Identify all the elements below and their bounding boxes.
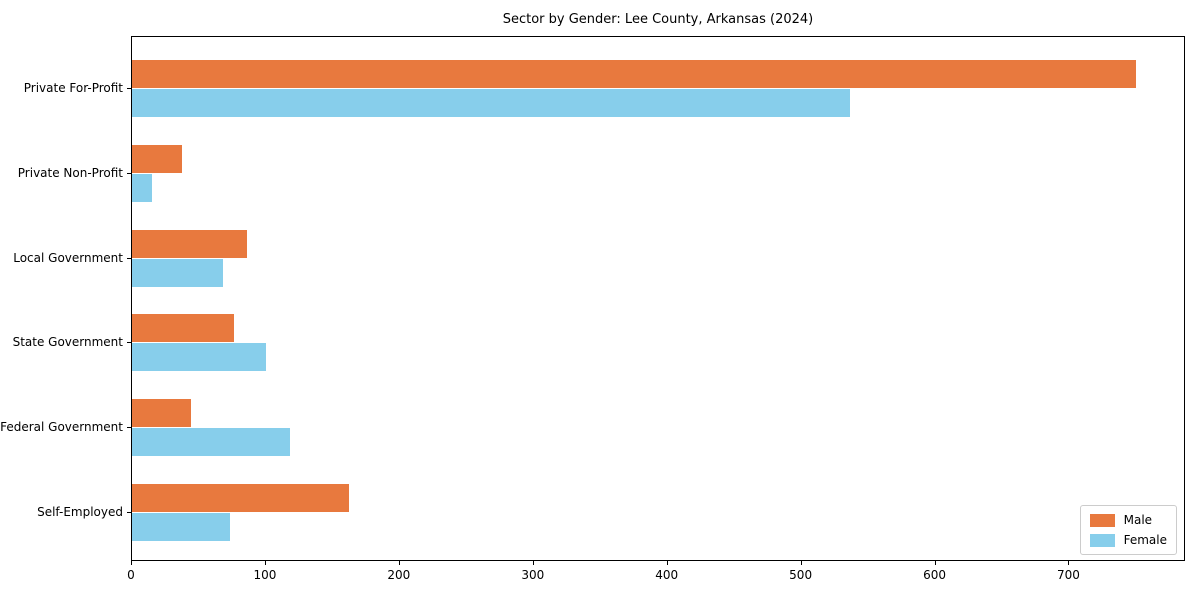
legend-item-male: Male	[1089, 513, 1167, 527]
y-axis-category-label: Local Government	[13, 250, 123, 265]
x-tick-label: 500	[789, 568, 813, 582]
bar-male-5	[132, 483, 349, 512]
x-tick-label: 300	[521, 568, 545, 582]
x-tick-label: 700	[1057, 568, 1080, 582]
legend-label: Female	[1123, 533, 1167, 547]
x-tick-label: 100	[253, 568, 277, 582]
y-axis-category-label: Private For-Profit	[23, 81, 123, 95]
legend-item-female: Female	[1089, 533, 1167, 547]
bar-female-0	[132, 89, 850, 117]
x-tick-mark	[131, 561, 132, 565]
bar-male-1	[132, 144, 182, 173]
x-tick-label: 400	[655, 568, 679, 582]
x-tick-mark	[398, 561, 400, 565]
y-tick-mark	[127, 427, 131, 428]
x-tick-mark	[532, 561, 534, 565]
x-tick-label: 0	[127, 568, 135, 582]
legend-swatch-female	[1089, 533, 1115, 547]
bar-female-4	[132, 428, 291, 456]
legend-label: Male	[1123, 513, 1153, 527]
bar-male-4	[132, 399, 191, 427]
bar-male-2	[132, 229, 248, 258]
x-tick-mark	[1068, 561, 1070, 565]
plot-area: Male Female	[131, 36, 1185, 561]
bar-female-3	[132, 343, 266, 372]
x-tick-mark	[800, 561, 802, 565]
chart-title: Sector by Gender: Lee County, Arkansas (…	[502, 12, 814, 27]
y-axis-category-label: Self-Employed	[37, 504, 123, 519]
x-tick-label: 600	[923, 568, 946, 582]
y-tick-mark	[127, 342, 131, 344]
bar-male-0	[132, 60, 1137, 88]
bar-female-1	[132, 173, 153, 202]
x-tick-mark	[934, 561, 936, 565]
y-tick-mark	[127, 88, 131, 89]
bar-male-3	[132, 314, 234, 343]
x-tick-mark	[264, 561, 266, 565]
bar-female-2	[132, 258, 224, 287]
y-axis-category-label: State Government	[12, 335, 123, 350]
y-tick-mark	[127, 172, 131, 174]
bar-female-5	[132, 512, 230, 541]
legend-swatch-male	[1089, 513, 1115, 527]
y-tick-mark	[127, 257, 131, 259]
y-tick-mark	[127, 511, 131, 513]
x-tick-mark	[666, 561, 668, 565]
y-axis-category-label: Private Non-Profit	[17, 165, 123, 180]
x-tick-label: 200	[387, 568, 411, 582]
y-axis-category-label: Federal Government	[0, 420, 123, 434]
legend: Male Female	[1079, 505, 1177, 555]
